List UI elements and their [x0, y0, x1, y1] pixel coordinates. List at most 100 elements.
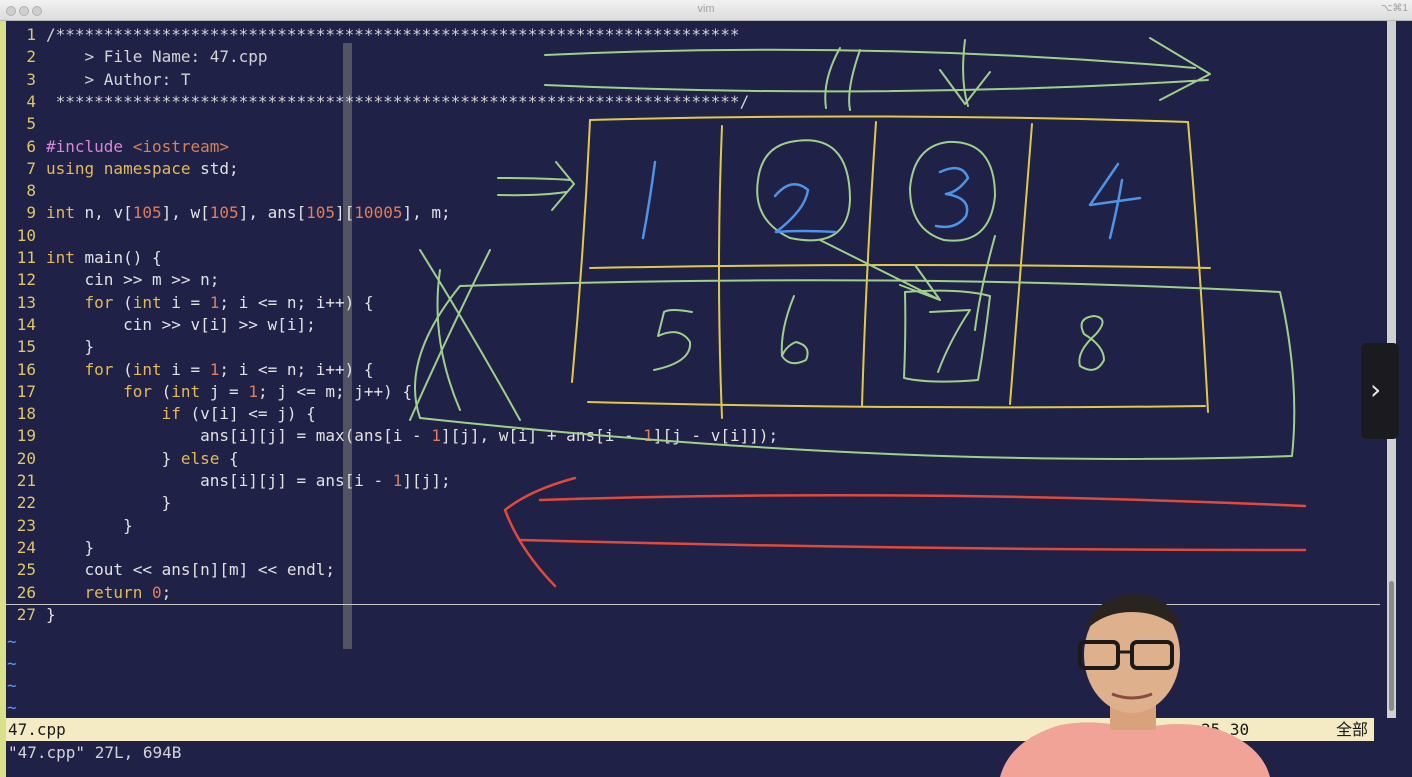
code-token: }: [46, 605, 56, 624]
code-line[interactable]: 8: [6, 180, 46, 203]
code-line[interactable]: 27}: [6, 604, 56, 627]
window-shortcut: ⌥⌘1: [1381, 3, 1408, 14]
code-token: for: [123, 382, 152, 401]
line-code: }: [46, 493, 171, 512]
code-line[interactable]: 15 }: [6, 336, 94, 359]
line-number: 3: [6, 69, 36, 92]
code-token: 0: [152, 583, 162, 602]
line-code: #include <iostream>: [46, 137, 229, 156]
code-token: else: [181, 449, 220, 468]
line-number: 7: [6, 158, 36, 181]
code-line[interactable]: 22 }: [6, 492, 171, 515]
line-number: 23: [6, 515, 36, 538]
code-token: ][: [335, 203, 354, 222]
code-line[interactable]: 24 }: [6, 537, 94, 560]
code-token: <iostream>: [133, 137, 229, 156]
code-token: n, v[: [75, 203, 133, 222]
line-number: 27: [6, 604, 36, 627]
code-line[interactable]: 16 for (int i = 1; i <= n; i++) {: [6, 359, 374, 382]
line-code: return 0;: [46, 583, 171, 602]
code-token: 105: [133, 203, 162, 222]
code-token: (: [113, 360, 132, 379]
line-number: 5: [6, 113, 36, 136]
line-number: 19: [6, 425, 36, 448]
code-token: if: [162, 404, 181, 423]
code-line[interactable]: 19 ans[i][j] = max(ans[i - 1][j], w[i] +…: [6, 425, 778, 448]
code-token: #include: [46, 137, 133, 156]
code-line[interactable]: 21 ans[i][j] = ans[i - 1][j];: [6, 470, 451, 493]
line-code: int main() {: [46, 248, 162, 267]
line-number: 13: [6, 292, 36, 315]
code-line[interactable]: 25 cout << ans[n][m] << endl;: [6, 559, 335, 582]
code-line[interactable]: 12 cin >> m >> n;: [6, 269, 219, 292]
code-line[interactable]: 23 }: [6, 515, 133, 538]
code-token: 1: [248, 382, 258, 401]
code-token: 1: [210, 293, 220, 312]
code-line[interactable]: 4 **************************************…: [6, 91, 749, 114]
title-bar: vim ⌥⌘1: [0, 0, 1412, 21]
presenter-webcam-overlay: [1000, 590, 1270, 777]
code-line[interactable]: 17 for (int j = 1; j <= m; j++) {: [6, 381, 412, 404]
line-code: for (int i = 1; i <= n; i++) {: [46, 360, 374, 379]
code-token: ****************************************…: [46, 92, 749, 111]
code-token: (v[i] <= j) {: [181, 404, 316, 423]
column-guide: [343, 43, 352, 649]
code-line[interactable]: 6 #include <iostream>: [6, 136, 229, 159]
code-token: for: [85, 360, 114, 379]
code-line[interactable]: 1 /**************************************…: [6, 24, 740, 47]
code-token: 105: [306, 203, 335, 222]
code-token: ], m;: [402, 203, 450, 222]
code-token: }: [46, 337, 94, 356]
code-line[interactable]: 3 > Author: T: [6, 69, 191, 92]
code-token: ans[i][j] = ans[i -: [46, 471, 393, 490]
code-token: 10005: [354, 203, 402, 222]
line-number: 10: [6, 225, 36, 248]
next-slide-button[interactable]: ›: [1361, 343, 1399, 439]
code-token: i =: [162, 293, 210, 312]
code-line[interactable]: 11 int main() {: [6, 247, 162, 270]
window-title: vim: [0, 3, 1412, 15]
line-number: 6: [6, 136, 36, 159]
code-token: int: [46, 248, 75, 267]
line-number: 1: [6, 24, 36, 47]
code-token: ;: [162, 583, 172, 602]
code-token: > Author: T: [46, 70, 191, 89]
code-line[interactable]: 20 } else {: [6, 448, 239, 471]
code-token: 105: [210, 203, 239, 222]
line-number: 12: [6, 269, 36, 292]
code-token: cin >> v[i] >> w[i];: [46, 315, 316, 334]
code-token: ; i <= n; i++) {: [219, 360, 373, 379]
code-line[interactable]: 18 if (v[i] <= j) {: [6, 403, 316, 426]
code-token: ], w[: [162, 203, 210, 222]
line-code: cout << ans[n][m] << endl;: [46, 560, 335, 579]
line-number: 26: [6, 582, 36, 605]
status-scroll-percent: 全部: [1336, 718, 1368, 741]
line-code: ****************************************…: [46, 92, 749, 111]
code-token: ][j];: [402, 471, 450, 490]
code-token: /***************************************…: [46, 25, 740, 44]
empty-line-tilde: ~: [7, 697, 17, 718]
code-line[interactable]: 9 int n, v[105], w[105], ans[105][10005],…: [6, 202, 451, 225]
line-number: 21: [6, 470, 36, 493]
code-line[interactable]: 26 return 0;: [6, 582, 171, 605]
code-line[interactable]: 7 using namespace std;: [6, 158, 239, 181]
line-code: ans[i][j] = ans[i - 1][j];: [46, 471, 451, 490]
code-line[interactable]: 5: [6, 113, 46, 136]
code-token: using namespace: [46, 159, 191, 178]
line-code: for (int j = 1; j <= m; j++) {: [46, 382, 412, 401]
empty-line-tilde: ~: [7, 631, 17, 653]
code-line[interactable]: 13 for (int i = 1; i <= n; i++) {: [6, 292, 374, 315]
code-line[interactable]: 2 > File Name: 47.cpp: [6, 46, 268, 69]
code-token: [46, 360, 85, 379]
code-token: }: [46, 449, 181, 468]
code-token: ][j], w[i] + ans[i -: [441, 426, 643, 445]
code-line[interactable]: 10: [6, 225, 46, 248]
code-line[interactable]: 14 cin >> v[i] >> w[i];: [6, 314, 316, 337]
code-token: ][j - v[i]]);: [653, 426, 778, 445]
code-token: [46, 583, 85, 602]
code-token: std;: [191, 159, 239, 178]
line-number: 20: [6, 448, 36, 471]
line-number: 15: [6, 336, 36, 359]
line-number: 24: [6, 537, 36, 560]
